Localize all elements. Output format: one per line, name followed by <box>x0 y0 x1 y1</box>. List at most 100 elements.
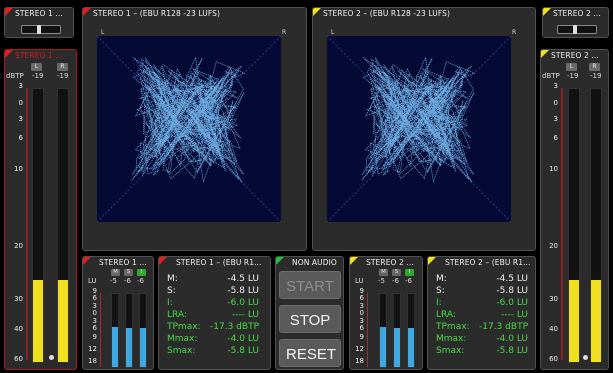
stereo2-small-slider[interactable] <box>557 25 597 34</box>
stereo2-peak-meter[interactable]: STEREO 2 ... L R dBTP -19 -19 3 0 3 6 10 20 30… <box>540 49 609 370</box>
lu-m-bar <box>111 293 119 368</box>
meter-left-peak: -19 <box>567 72 579 80</box>
start-button[interactable]: START <box>279 271 341 299</box>
meter-right-fill <box>591 280 601 362</box>
lu-m-button[interactable]: M <box>111 269 120 276</box>
scale-tick-label: 40 <box>14 324 23 333</box>
scale-tick-label: 10 <box>549 164 558 173</box>
scale-tick-label: 20 <box>549 242 558 251</box>
loudness-value: -4.0 LU <box>496 334 528 344</box>
scale-tick-label: 9 <box>359 332 364 341</box>
lu-m-button[interactable]: M <box>379 269 388 276</box>
lu-m-fill <box>112 326 118 367</box>
scale-tick-label: 3 <box>18 82 23 90</box>
loudness-key: Smax: <box>167 346 196 356</box>
stop-button[interactable]: STOP <box>279 305 341 333</box>
scale-tick-label: 10 <box>14 164 23 173</box>
lu-i-bar <box>407 293 415 368</box>
scale-tick-label: 3 <box>359 301 364 310</box>
loudness-key: Mmax: <box>436 334 467 344</box>
scale-tick-label: 6 <box>359 324 364 332</box>
meter-peak-indicator-icon <box>583 355 588 360</box>
stereo1-peak-meter[interactable]: STEREO 1 ... L R dBTP -19 -19 3 0 3 6 10 20 30… <box>4 49 77 370</box>
meter-scale: 3 0 3 6 10 20 30 40 60 <box>5 82 23 366</box>
lu-divider <box>367 293 368 367</box>
red-flag-icon <box>5 8 13 16</box>
lu-s-button[interactable]: S <box>392 269 401 276</box>
loudness-key: TPmax: <box>167 322 201 332</box>
loudness-value: -5.8 LU <box>496 346 528 356</box>
stereo1-loudness-panel[interactable]: STEREO 1 – (EBU R1... M: -4.5 LU S: -5.8 LU… <box>158 256 271 370</box>
meter-peak-indicator-icon <box>49 355 54 360</box>
scale-tick-label: 60 <box>549 355 558 364</box>
loudness-value: -17.3 dBTP <box>479 322 528 332</box>
stereo2-vector-scope[interactable]: STEREO 2 – (EBU R128 -23 LUFS) L R <box>312 7 536 251</box>
yellow-flag-icon <box>543 8 551 16</box>
meter-r-button[interactable]: R <box>589 63 600 71</box>
scale-tick-label: 18 <box>88 357 97 366</box>
slider-knob[interactable] <box>573 25 577 34</box>
red-flag-icon <box>83 8 91 16</box>
scope-l-label: L <box>101 29 105 36</box>
loudness-key: Smax: <box>436 346 465 356</box>
meter-r-button[interactable]: R <box>57 63 68 71</box>
transport-panel[interactable]: NON AUDIO START STOP RESET <box>275 256 344 370</box>
stereo2-loudness-panel[interactable]: STEREO 2 – (EBU R1... M: -4.5 LU S: -5.8 LU… <box>427 256 536 370</box>
stereo1-small-panel[interactable]: STEREO 1 ... <box>4 7 74 38</box>
scope-trace <box>326 35 512 223</box>
red-flag-icon <box>83 257 91 265</box>
meter-l-button[interactable]: L <box>566 63 577 71</box>
yellow-flag-icon <box>313 8 321 16</box>
lu-scale: 9 6 3 0 3 6 9 12 18 <box>83 287 97 369</box>
scope-title: STEREO 2 – (EBU R128 -23 LUFS) <box>323 9 450 18</box>
scale-tick-label: 3 <box>553 115 558 124</box>
loudness-key: LRA: <box>167 310 187 320</box>
lu-s-button[interactable]: S <box>124 269 133 276</box>
yellow-flag-icon <box>541 50 549 58</box>
lu-s-bar <box>393 293 401 368</box>
loudness-value: -4.0 LU <box>227 334 259 344</box>
loudness-title: STEREO 1 – (EBU R1... <box>176 258 262 267</box>
scope-display <box>96 35 282 223</box>
meter-scale: 3 0 3 6 10 20 30 40 60 <box>541 82 558 366</box>
loudness-value: -5.8 LU <box>227 286 259 296</box>
scale-tick-label: 9 <box>359 287 364 295</box>
lu-i-button[interactable]: I <box>137 269 146 276</box>
scale-tick-label: 30 <box>549 294 558 303</box>
scale-tick-label: 30 <box>14 294 23 303</box>
meter-left-bar <box>568 88 580 363</box>
scale-tick-label: 3 <box>359 316 364 325</box>
stereo1-vector-scope[interactable]: STEREO 1 – (EBU R128 -23 LUFS) L R <box>82 7 307 251</box>
loudness-value: -4.5 LU <box>227 274 259 284</box>
lu-i-button[interactable]: I <box>405 269 414 276</box>
loudness-key: M: <box>167 274 178 284</box>
lu-m-value: -5 <box>378 277 385 285</box>
reset-button[interactable]: RESET <box>279 339 341 367</box>
loudness-value: ---- LU <box>500 310 528 320</box>
stereo2-small-panel[interactable]: STEREO 2 ... <box>542 7 609 38</box>
loudness-value: -6.0 LU <box>227 298 259 308</box>
scale-tick-label: 60 <box>14 355 23 364</box>
stereo1-lu-meter[interactable]: STEREO 1 ... M S I LU -5 -6 -6 9 6 3 0 3 6 9 12… <box>82 256 154 370</box>
scale-tick-label: 0 <box>359 309 364 318</box>
lu-s-fill <box>126 328 132 367</box>
meter-left-fill <box>33 280 43 362</box>
meter-l-button[interactable]: L <box>31 63 42 71</box>
stereo2-lu-meter[interactable]: STEREO 2 ... M S I LU -5 -6 -6 9 6 3 0 3 6 9 12… <box>349 256 423 370</box>
meter-left-bar <box>32 88 44 363</box>
scope-r-label: R <box>282 29 287 36</box>
meter-right-bar <box>57 88 69 363</box>
scope-r-label: R <box>512 29 517 36</box>
lu-m-fill <box>380 326 386 367</box>
loudness-key: M: <box>436 274 447 284</box>
lu-divider <box>100 293 101 367</box>
scale-tick-label: 6 <box>18 134 23 143</box>
scope-trace <box>96 35 282 223</box>
slider-knob[interactable] <box>37 25 41 34</box>
meter-unit: dBTP <box>542 72 560 80</box>
meter-right-peak: -19 <box>590 72 602 80</box>
stereo1-small-slider[interactable] <box>21 25 61 34</box>
loudness-key: I: <box>167 298 173 308</box>
lu-scale: 9 6 3 0 3 6 9 12 18 <box>350 287 364 369</box>
loudness-value: -6.0 LU <box>496 298 528 308</box>
